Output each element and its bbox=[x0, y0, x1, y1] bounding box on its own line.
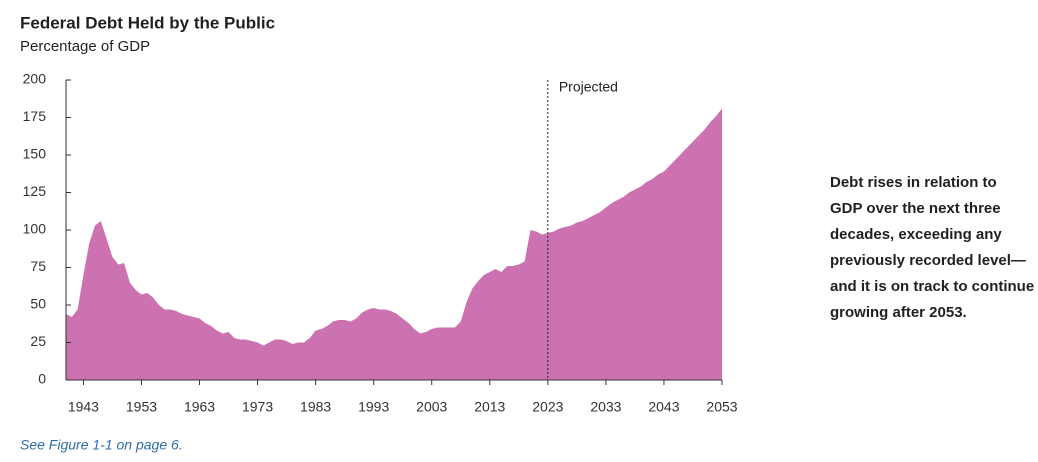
x-tick-label: 1973 bbox=[242, 399, 273, 415]
area bbox=[66, 108, 722, 380]
x-tick-label: 2013 bbox=[474, 399, 505, 415]
x-tick-label: 2043 bbox=[648, 399, 679, 415]
y-tick-label: 125 bbox=[23, 183, 47, 199]
x-tick-label: 2003 bbox=[416, 399, 447, 415]
y-tick-label: 25 bbox=[30, 333, 46, 349]
y-tick-label: 75 bbox=[30, 258, 46, 274]
y-tick-label: 175 bbox=[23, 108, 47, 124]
side-note: Debt rises in relation to bbox=[830, 174, 997, 191]
x-tick-label: 2053 bbox=[706, 399, 737, 415]
y-tick-label: 100 bbox=[23, 221, 47, 237]
side-note: and it is on track to continue bbox=[830, 278, 1034, 295]
chart-subtitle: Percentage of GDP bbox=[20, 38, 150, 55]
y-tick-label: 200 bbox=[23, 71, 47, 87]
side-note: GDP over the next three bbox=[830, 200, 1001, 217]
x-tick-label: 1963 bbox=[184, 399, 215, 415]
projection-label: Projected bbox=[559, 79, 618, 95]
footnote: See Figure 1-1 on page 6. bbox=[20, 437, 183, 453]
side-note: growing after 2053. bbox=[830, 304, 967, 321]
x-tick-label: 1993 bbox=[358, 399, 389, 415]
chart-title: Federal Debt Held by the Public bbox=[20, 13, 275, 32]
x-tick-label: 2023 bbox=[532, 399, 563, 415]
y-tick-label: 50 bbox=[30, 296, 46, 312]
x-tick-label: 1983 bbox=[300, 399, 331, 415]
y-tick-label: 0 bbox=[38, 371, 46, 387]
side-note: decades, exceeding any bbox=[830, 226, 1002, 243]
x-tick-label: 1943 bbox=[68, 399, 99, 415]
side-note: previously recorded level— bbox=[830, 252, 1026, 269]
y-tick-label: 150 bbox=[23, 146, 47, 162]
x-tick-label: 2033 bbox=[590, 399, 621, 415]
x-tick-label: 1953 bbox=[126, 399, 157, 415]
